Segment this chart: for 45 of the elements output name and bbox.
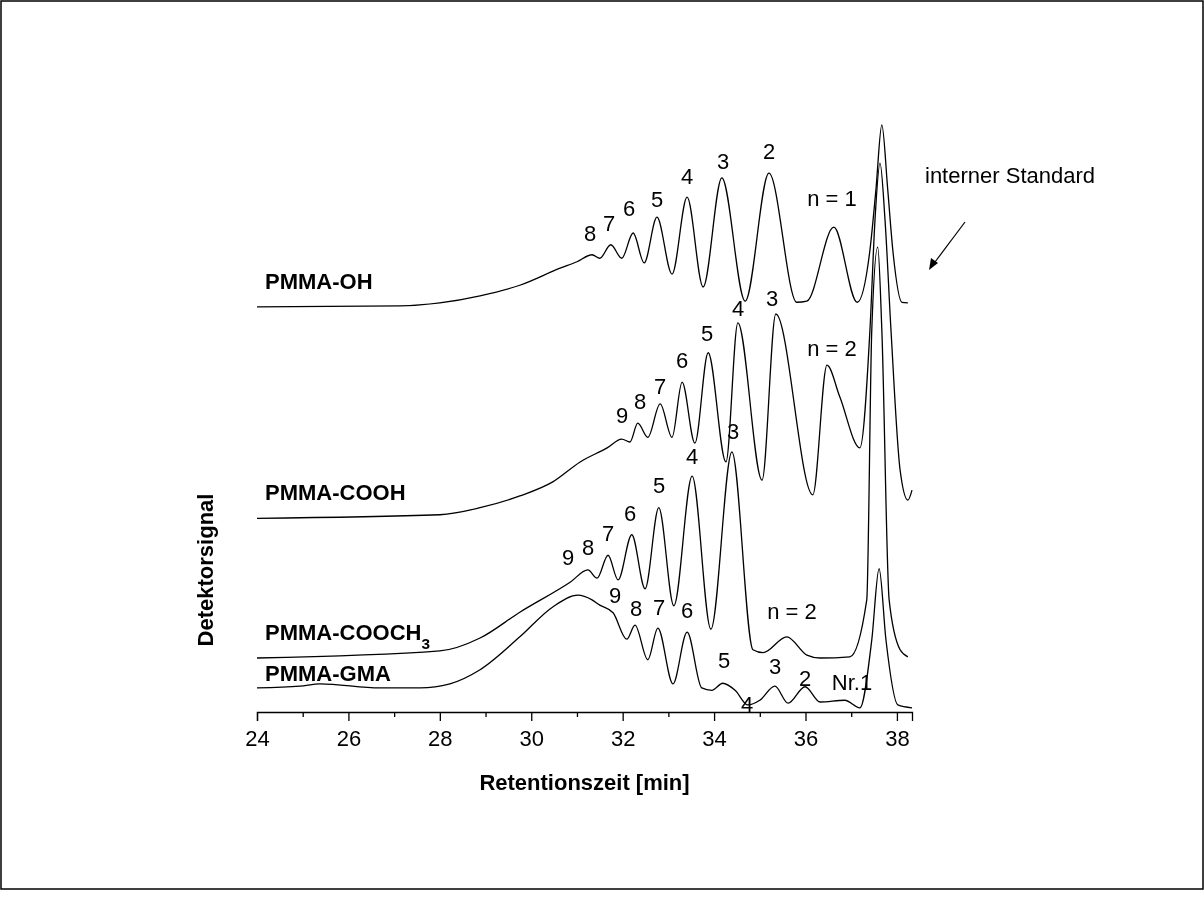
- annotation: 7: [652, 594, 666, 620]
- annotation: 8: [583, 220, 597, 246]
- annotation: 5: [650, 186, 664, 212]
- annotation: 7: [602, 210, 616, 236]
- annotation: 8: [629, 595, 643, 621]
- x-tick-label: 28: [428, 726, 453, 751]
- x-tick-label: 30: [519, 726, 544, 751]
- annotation: 3: [765, 285, 779, 311]
- annotation: 6: [622, 195, 636, 221]
- x-tick-label: 32: [610, 726, 636, 751]
- annotation: n = 2: [767, 598, 817, 624]
- annotation: 4: [731, 295, 745, 321]
- annotation: n = 2: [807, 335, 857, 361]
- annotation: 6: [680, 597, 694, 623]
- annotation: 2: [798, 665, 812, 691]
- annotation: 7: [653, 373, 667, 399]
- y-axis-title: Detektorsignal: [193, 493, 218, 647]
- series-label: PMMA-COOCH$_{3}$: [265, 620, 430, 652]
- annotation: 4: [680, 163, 694, 189]
- series-label: PMMA-OH: [265, 268, 373, 294]
- x-tick-label: 34: [702, 726, 727, 751]
- x-tick-label: 24: [245, 726, 270, 751]
- text: interner Standard: [925, 163, 1095, 188]
- annotation: 9: [608, 582, 622, 608]
- annotation: 8: [581, 534, 595, 560]
- series-label: PMMA-GMA: [265, 660, 391, 686]
- x-axis-title: Retentionszeit [min]: [479, 770, 690, 795]
- annotation: 9: [561, 544, 575, 570]
- annotation: 4: [685, 443, 699, 469]
- x-tick-label: 26: [336, 726, 362, 751]
- annotation: 6: [675, 347, 689, 373]
- annotation: 9: [615, 402, 629, 428]
- annotation: 5: [652, 472, 666, 498]
- x-tick-label: 38: [885, 726, 910, 751]
- annotation: 5: [700, 320, 714, 346]
- x-tick-label: 36: [793, 726, 819, 751]
- annotation: 2: [762, 138, 776, 164]
- annotation: 3: [716, 148, 730, 174]
- annotation: 7: [601, 520, 615, 546]
- annotation: 6: [623, 500, 637, 526]
- annotation: 8: [633, 388, 647, 414]
- series-label: PMMA-COOH: [265, 480, 406, 506]
- annotation: 3: [768, 653, 782, 679]
- annotation: 5: [717, 647, 731, 673]
- annotation: n = 1: [807, 185, 857, 211]
